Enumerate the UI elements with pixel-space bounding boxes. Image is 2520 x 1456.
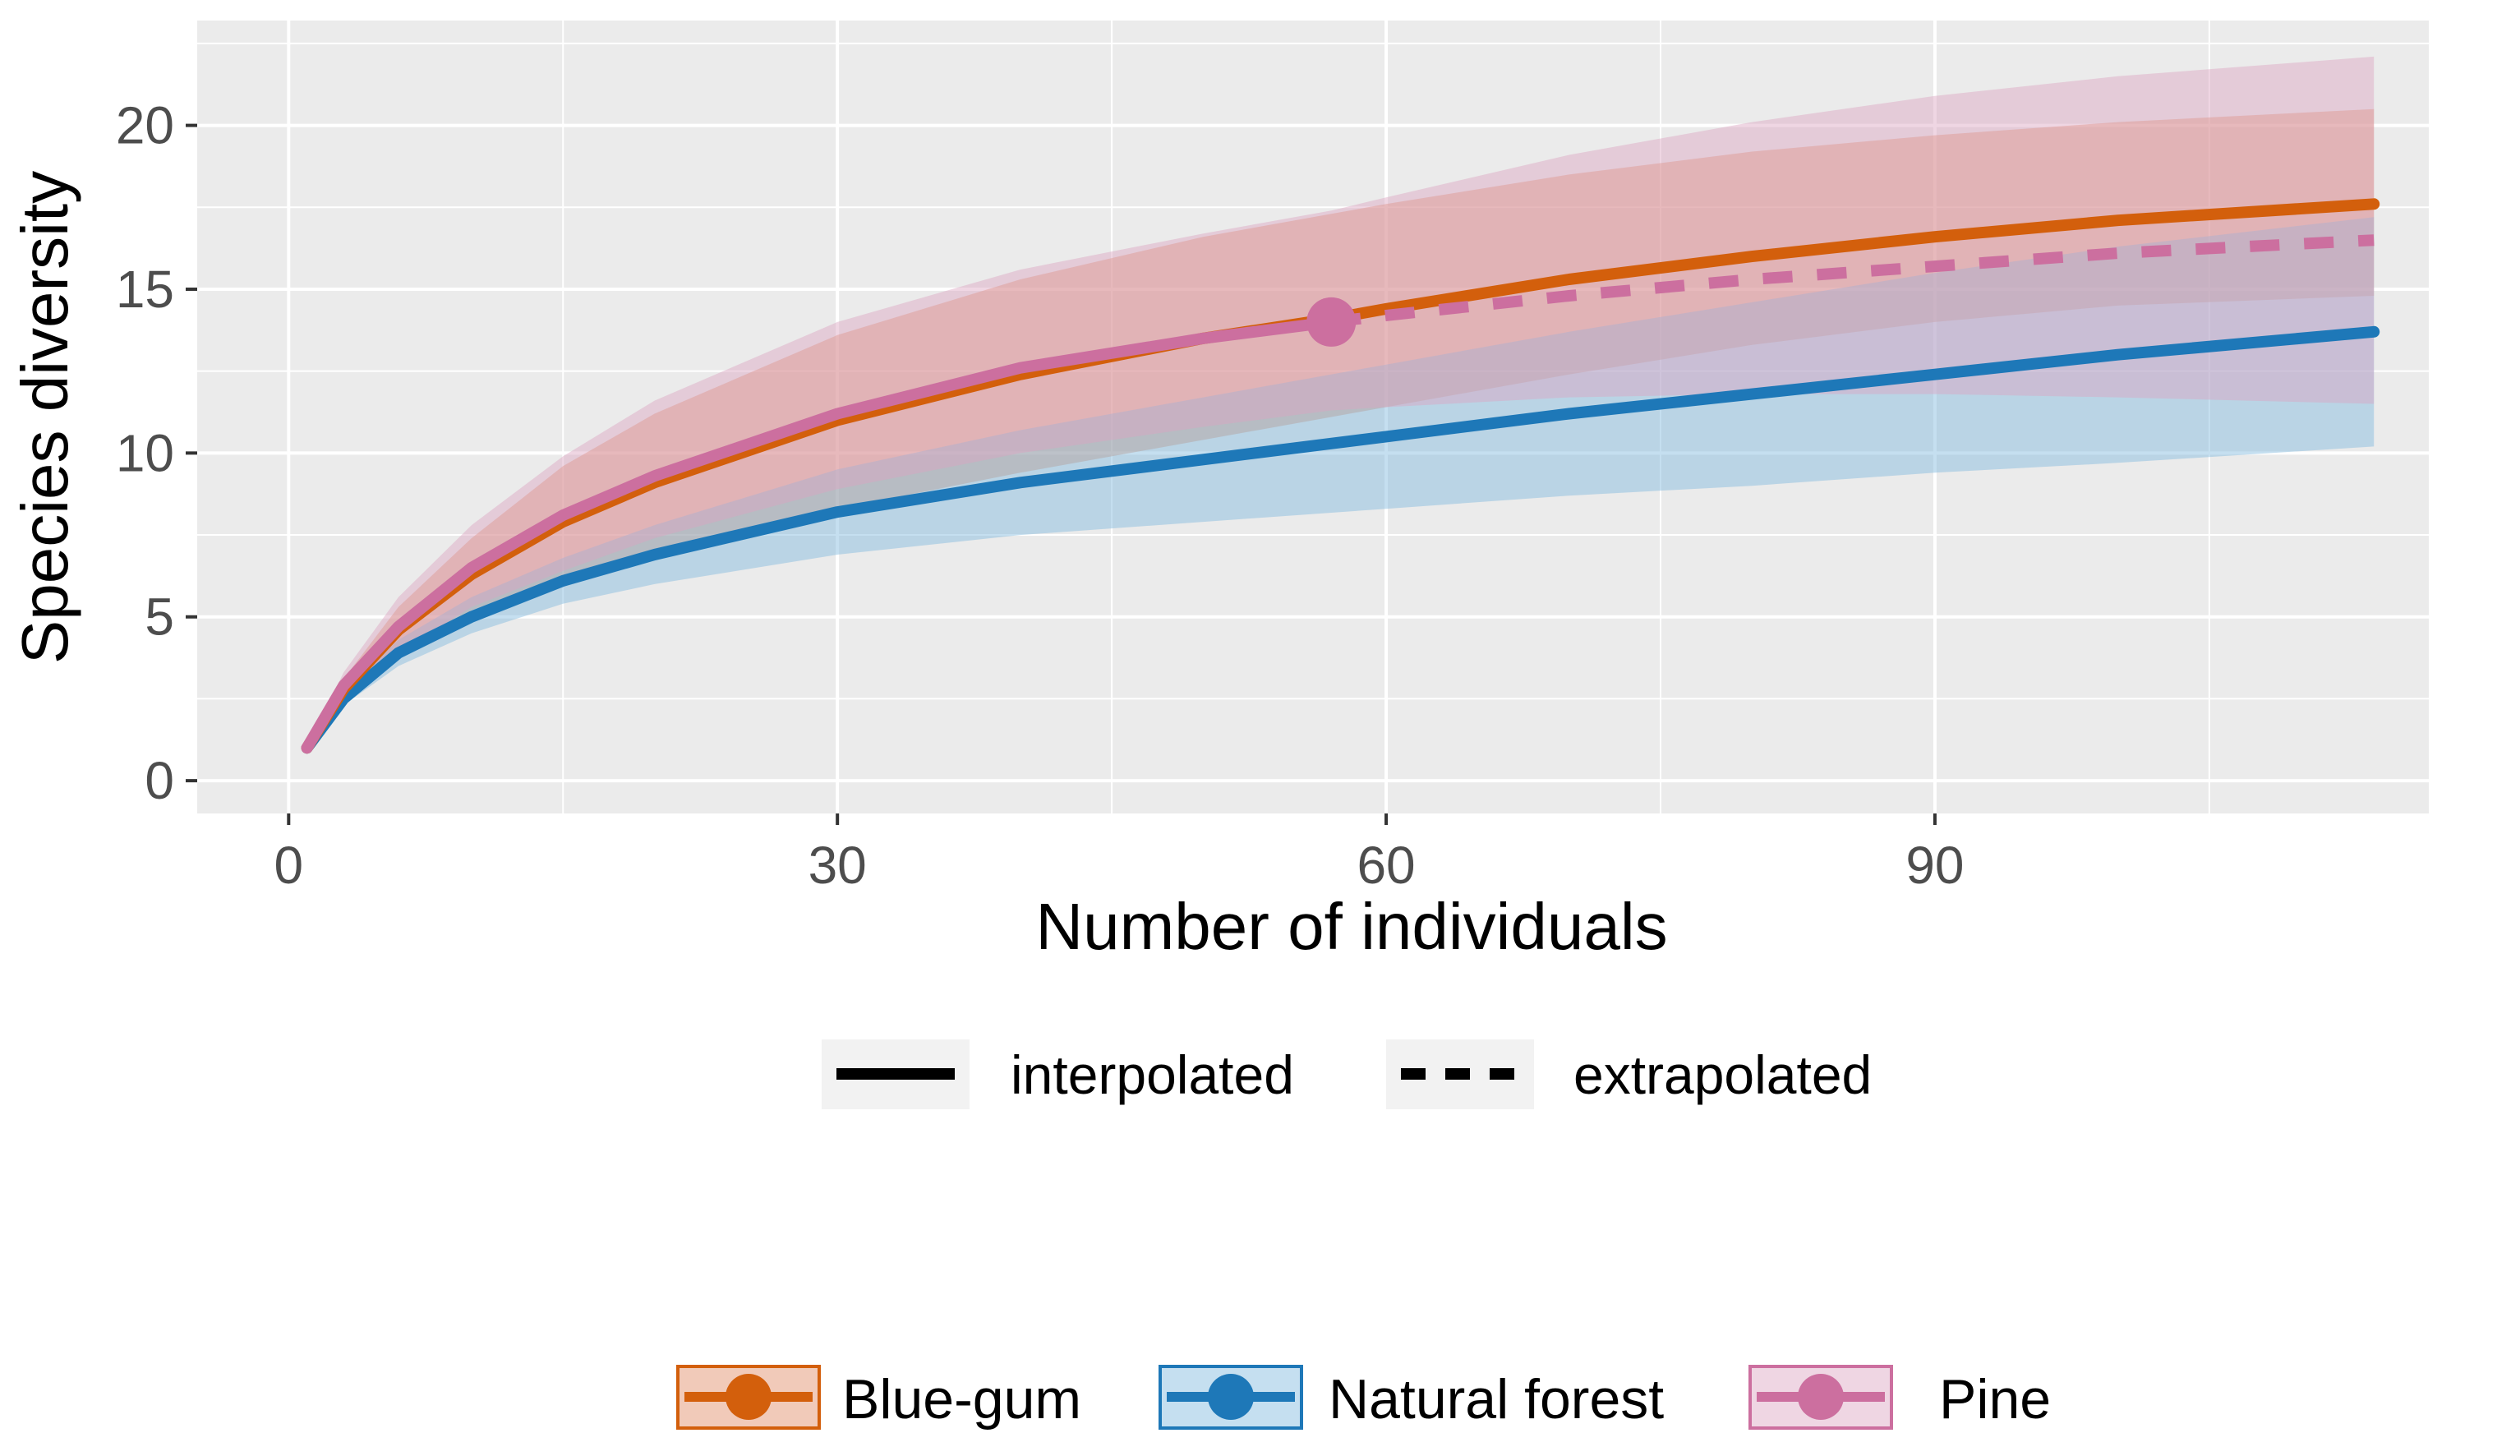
observed-markers bbox=[1306, 297, 1357, 347]
band-blue-gum bbox=[306, 108, 2375, 749]
band-pine bbox=[306, 56, 2375, 749]
y-axis-title: Species diversity bbox=[8, 171, 81, 664]
x-axis-title: Number of individuals bbox=[1035, 890, 1667, 963]
band-natural-forest bbox=[306, 217, 2375, 749]
x-tick-label: 60 bbox=[1357, 836, 1415, 895]
x-tick-label: 30 bbox=[809, 836, 867, 895]
x-tick-label: 90 bbox=[1905, 836, 1964, 895]
series-lines bbox=[301, 198, 2380, 754]
line-interpolated-pine bbox=[301, 316, 1338, 754]
y-tick-label: 0 bbox=[145, 751, 174, 810]
y-tick-label: 5 bbox=[145, 587, 174, 647]
legend-label-interpolated: interpolated bbox=[1011, 1044, 1294, 1105]
legend-swatch-point-pine bbox=[1798, 1374, 1844, 1420]
legend-label-blue-gum: Blue-gum bbox=[842, 1368, 1081, 1431]
y-tick-label: 20 bbox=[116, 96, 174, 155]
y-tick-label: 15 bbox=[116, 260, 174, 319]
legend-label-extrapolated: extrapolated bbox=[1573, 1044, 1872, 1105]
line-extrapolated-pine bbox=[1330, 234, 2375, 328]
x-tick-label: 0 bbox=[274, 836, 304, 895]
y-axis: 0 5 10 15 20 bbox=[116, 96, 197, 810]
legend-swatch-point-blue-gum bbox=[726, 1374, 772, 1420]
color-legend: Blue-gum Natural forest Pine bbox=[676, 1365, 2051, 1431]
observed-point-pine bbox=[1306, 297, 1357, 347]
plot-panel bbox=[197, 21, 2429, 813]
line-interpolated-natural-forest bbox=[301, 325, 2380, 754]
legend-label-pine: Pine bbox=[1939, 1368, 2051, 1431]
y-tick-label: 10 bbox=[116, 423, 174, 482]
legend-label-natural-forest: Natural forest bbox=[1329, 1368, 1664, 1431]
confidence-bands bbox=[306, 56, 2375, 749]
linetype-legend: interpolated extrapolated bbox=[822, 1039, 1872, 1109]
legend-swatch-point-natural-forest bbox=[1208, 1374, 1254, 1420]
x-axis: 0 30 60 90 bbox=[274, 813, 1965, 895]
